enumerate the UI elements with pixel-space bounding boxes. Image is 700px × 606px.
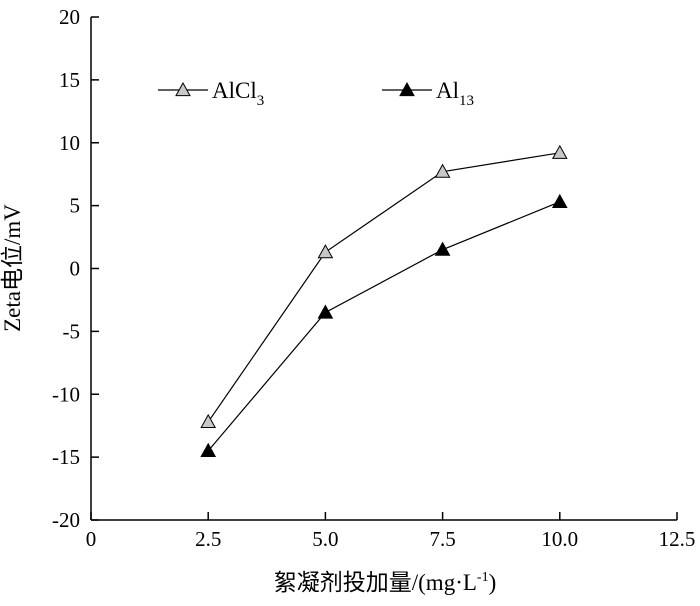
legend-label-sub: 13 [459,93,474,109]
legend-label-main: AlCl [212,78,257,103]
y-tick-label: 0 [70,257,81,281]
data-point [200,442,217,457]
data-point [551,144,568,159]
legend: AlCl3 Al13 [158,78,474,109]
legend-marker [175,81,191,97]
y-tick-label: -20 [52,508,80,532]
y-tick-label: 10 [59,131,80,155]
data-point [434,241,451,256]
x-tick-label: 2.5 [195,527,221,551]
x-tick-label: 7.5 [429,527,455,551]
y-axis-title: Zeta电位/mV [0,204,25,332]
data-point [317,244,334,259]
x-axis-title-main: 絮凝剂投加量/(mg·L [274,570,477,595]
x-axis-title-sup: -1 [477,570,489,585]
x-axis-title: 絮凝剂投加量/(mg·L-1) [274,570,497,595]
series-line [207,201,561,452]
series-line [207,152,560,423]
legend-item-2: Al13 [382,78,474,109]
x-tick-label: 10.0 [541,527,578,551]
legend-label: Al13 [436,78,474,109]
series-2 [200,193,568,457]
x-axis-title-end: ) [489,570,497,595]
legend-item-1: AlCl3 [158,78,264,109]
y-tick-label: 15 [59,68,80,92]
data-point [200,413,217,429]
x-tick-label: 0 [86,527,97,551]
x-tick-label: 12.5 [659,527,696,551]
x-tick-label: 5.0 [312,527,338,551]
y-tick-label: 5 [70,194,81,218]
data-point [434,163,451,178]
legend-label: AlCl3 [212,78,264,109]
y-tick-label: -15 [52,445,80,469]
y-tick-label: 20 [59,5,80,29]
series-layer [200,144,568,457]
legend-marker [399,81,415,97]
axes: -20 -15 -10 -5 0 5 10 15 20 0 2.5 5.0 7.5 10.0 12.5 [52,5,695,551]
legend-label-sub: 3 [257,93,265,109]
series-1 [200,144,568,429]
legend-label-main: Al [436,78,459,103]
data-point [551,193,568,208]
data-point [317,304,334,319]
y-tick-label: -10 [52,382,80,406]
y-tick-label: -5 [63,319,81,343]
